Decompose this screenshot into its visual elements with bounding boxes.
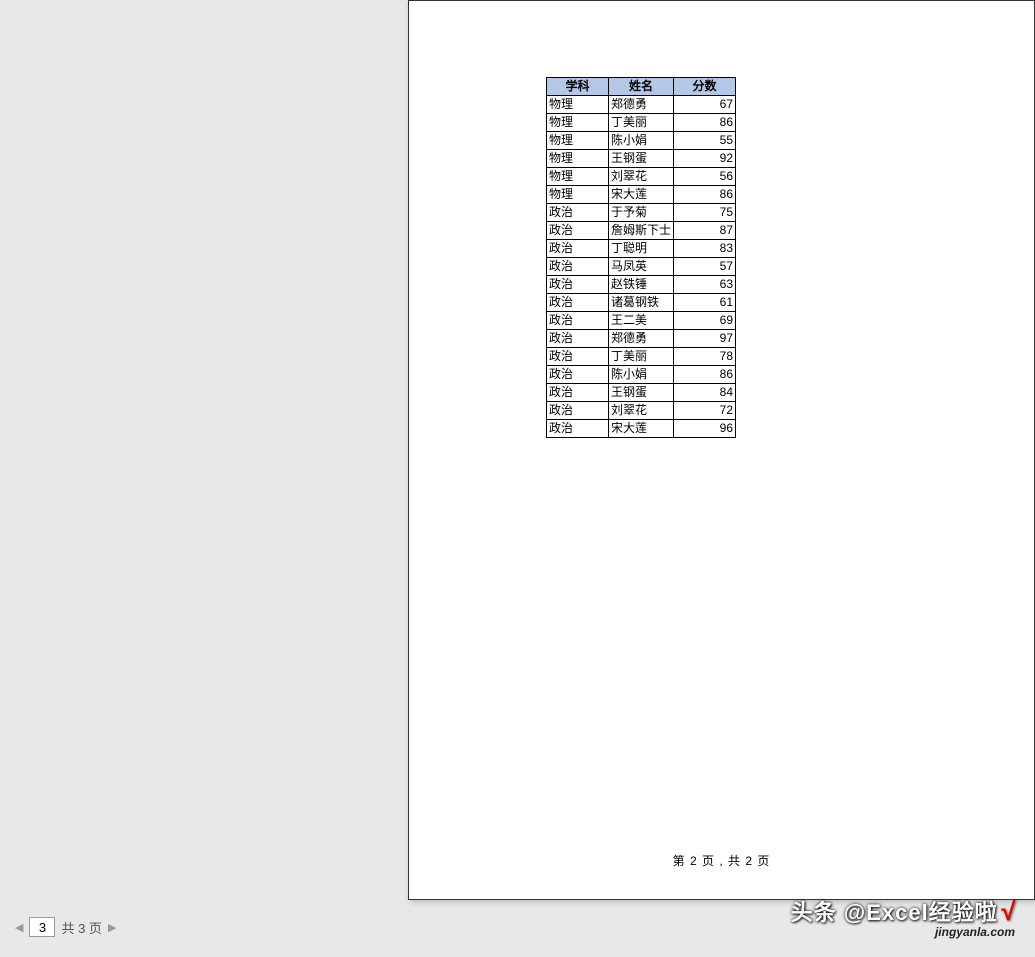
table-cell: 于予菊 <box>609 204 674 222</box>
table-row: 政治刘翠花72 <box>547 402 736 420</box>
table-header-row: 学科 姓名 分数 <box>547 78 736 96</box>
table-cell: 宋大莲 <box>609 420 674 438</box>
table-row: 政治赵铁锤63 <box>547 276 736 294</box>
watermark: 头条 @Excel经验啦 √ jingyanla.com <box>791 895 1015 939</box>
col-header-score: 分数 <box>674 78 736 96</box>
table-cell: 政治 <box>547 294 609 312</box>
table-cell: 物理 <box>547 168 609 186</box>
table-cell: 政治 <box>547 384 609 402</box>
table-row: 物理刘翠花56 <box>547 168 736 186</box>
table-cell: 马凤英 <box>609 258 674 276</box>
table-cell: 诸葛钢铁 <box>609 294 674 312</box>
table-row: 政治于予菊75 <box>547 204 736 222</box>
table-cell: 政治 <box>547 240 609 258</box>
table-cell: 赵铁锤 <box>609 276 674 294</box>
table-cell: 宋大莲 <box>609 186 674 204</box>
table-row: 政治诸葛钢铁61 <box>547 294 736 312</box>
table-cell: 王钢蛋 <box>609 384 674 402</box>
page-number-input[interactable] <box>29 917 55 937</box>
pager: ◀ 共 3 页 ▶ <box>15 917 116 937</box>
data-table: 学科 姓名 分数 物理郑德勇67物理丁美丽86物理陈小娟55物理王钢蛋92物理刘… <box>546 77 736 438</box>
table-cell: 78 <box>674 348 736 366</box>
table-cell: 物理 <box>547 132 609 150</box>
print-preview-page: 学科 姓名 分数 物理郑德勇67物理丁美丽86物理陈小娟55物理王钢蛋92物理刘… <box>408 0 1035 900</box>
table-row: 政治王二美69 <box>547 312 736 330</box>
col-header-subject: 学科 <box>547 78 609 96</box>
table-row: 政治詹姆斯下士87 <box>547 222 736 240</box>
table-cell: 75 <box>674 204 736 222</box>
watermark-sub-text: jingyanla.com <box>791 925 1015 939</box>
page-footer-label: 第 2 页 , 共 2 页 <box>409 852 1034 869</box>
table-cell: 61 <box>674 294 736 312</box>
table-cell: 55 <box>674 132 736 150</box>
table-row: 政治陈小娟86 <box>547 366 736 384</box>
table-row: 物理丁美丽86 <box>547 114 736 132</box>
table-cell: 政治 <box>547 204 609 222</box>
table-cell: 67 <box>674 96 736 114</box>
table-row: 政治郑德勇97 <box>547 330 736 348</box>
table-cell: 56 <box>674 168 736 186</box>
table-cell: 物理 <box>547 186 609 204</box>
table-row: 政治丁聪明83 <box>547 240 736 258</box>
watermark-main-text: 头条 @Excel经验啦 <box>791 895 998 927</box>
table-cell: 詹姆斯下士 <box>609 222 674 240</box>
table-cell: 政治 <box>547 258 609 276</box>
table-cell: 陈小娟 <box>609 132 674 150</box>
table-cell: 丁美丽 <box>609 348 674 366</box>
table-cell: 物理 <box>547 96 609 114</box>
table-cell: 郑德勇 <box>609 96 674 114</box>
table-cell: 86 <box>674 366 736 384</box>
table-cell: 政治 <box>547 348 609 366</box>
table-cell: 政治 <box>547 402 609 420</box>
table-cell: 物理 <box>547 114 609 132</box>
table-cell: 政治 <box>547 312 609 330</box>
table-row: 物理陈小娟55 <box>547 132 736 150</box>
table-cell: 72 <box>674 402 736 420</box>
table-cell: 63 <box>674 276 736 294</box>
table-row: 物理郑德勇67 <box>547 96 736 114</box>
table-cell: 刘翠花 <box>609 402 674 420</box>
table-cell: 丁美丽 <box>609 114 674 132</box>
table-row: 物理王钢蛋92 <box>547 150 736 168</box>
table-cell: 86 <box>674 186 736 204</box>
table-row: 政治马凤英57 <box>547 258 736 276</box>
table-cell: 84 <box>674 384 736 402</box>
table-row: 政治王钢蛋84 <box>547 384 736 402</box>
table-cell: 王二美 <box>609 312 674 330</box>
table-row: 政治宋大莲96 <box>547 420 736 438</box>
table-cell: 87 <box>674 222 736 240</box>
table-cell: 政治 <box>547 222 609 240</box>
table-cell: 物理 <box>547 150 609 168</box>
table-cell: 政治 <box>547 276 609 294</box>
table-cell: 92 <box>674 150 736 168</box>
table-cell: 郑德勇 <box>609 330 674 348</box>
table-cell: 96 <box>674 420 736 438</box>
table-cell: 政治 <box>547 330 609 348</box>
table-cell: 政治 <box>547 420 609 438</box>
table-cell: 69 <box>674 312 736 330</box>
table-row: 政治丁美丽78 <box>547 348 736 366</box>
table-cell: 97 <box>674 330 736 348</box>
table-cell: 陈小娟 <box>609 366 674 384</box>
table-row: 物理宋大莲86 <box>547 186 736 204</box>
table-cell: 57 <box>674 258 736 276</box>
prev-page-icon[interactable]: ◀ <box>15 921 23 934</box>
table-cell: 刘翠花 <box>609 168 674 186</box>
table-cell: 王钢蛋 <box>609 150 674 168</box>
table-cell: 政治 <box>547 366 609 384</box>
table-cell: 83 <box>674 240 736 258</box>
table-cell: 86 <box>674 114 736 132</box>
next-page-icon[interactable]: ▶ <box>108 921 116 934</box>
watermark-checkmark-icon: √ <box>1000 896 1015 927</box>
col-header-name: 姓名 <box>609 78 674 96</box>
table-cell: 丁聪明 <box>609 240 674 258</box>
pager-total-label: 共 3 页 <box>61 918 101 937</box>
